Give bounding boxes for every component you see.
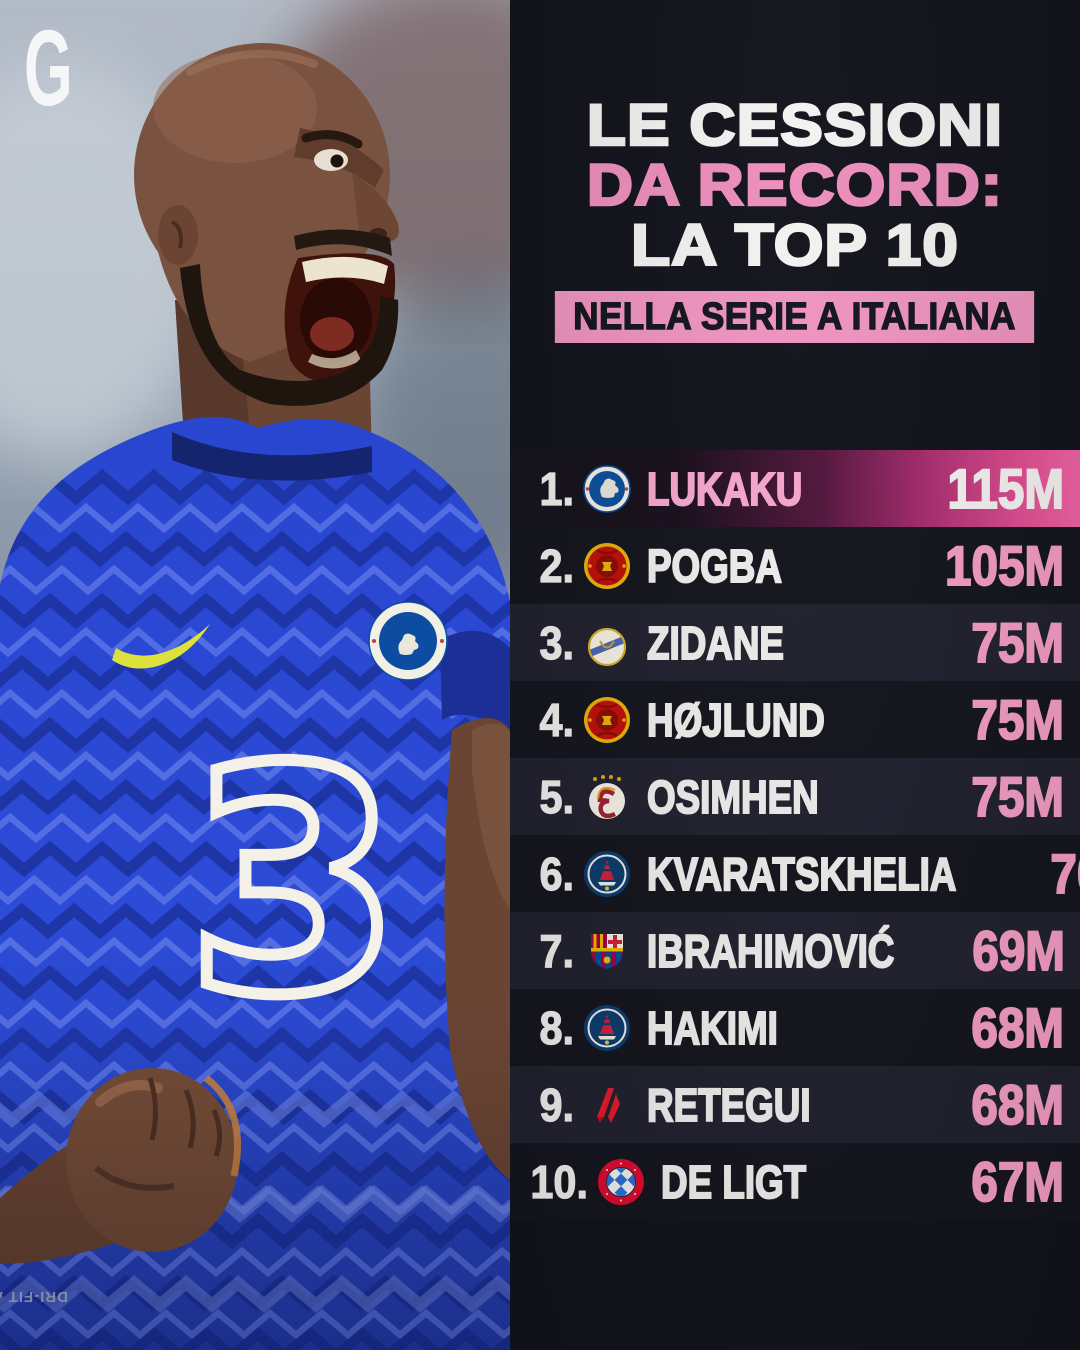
- al-qadsiah-badge: [583, 1081, 631, 1129]
- list-row: 6. KVARATSKHELIA 70M: [510, 835, 1080, 912]
- barcelona-badge: [583, 927, 631, 975]
- rank-number: 3.: [539, 616, 575, 669]
- player-name: KVARATSKHELIA: [646, 847, 957, 901]
- ranking-panel: LE CESSIONI DA RECORD: LA TOP 10 NELLA S…: [510, 0, 1080, 1350]
- player-name: OSIMHEN: [646, 770, 819, 824]
- top10-list: 1. LUKAKU 115M 2. POGBA 105M 3.: [510, 450, 1080, 1220]
- list-row: 2. POGBA 105M: [510, 527, 1080, 604]
- rank-number: 6.: [539, 847, 575, 900]
- player-name: POGBA: [646, 539, 783, 593]
- fee-value: 75M: [971, 610, 1065, 675]
- title-line-3: LA TOP 10: [630, 213, 960, 278]
- rank-number: 2.: [539, 539, 575, 592]
- title-line-1: LE CESSIONI: [585, 93, 1004, 158]
- list-row: 9. RETEGUI 68M: [510, 1066, 1080, 1143]
- player-name: IBRAHIMOVIĆ: [646, 924, 895, 978]
- chelsea-badge: [583, 464, 631, 513]
- list-row: 5. OSIMHEN 75M: [510, 758, 1080, 835]
- list-row: 4. HØJLUND 75M: [510, 681, 1080, 758]
- psg-badge: [583, 1004, 631, 1052]
- rank-number: 7.: [539, 924, 575, 977]
- rank-number: 9.: [539, 1078, 575, 1131]
- list-row: 7. IBRAHIMOVIĆ 69M: [510, 912, 1080, 989]
- player-name: ZIDANE: [646, 616, 785, 670]
- fee-value: 75M: [971, 764, 1065, 829]
- manchester-united-badge: [583, 542, 631, 590]
- player-name: LUKAKU: [646, 462, 803, 516]
- list-row: 10. DE LIGT 67M: [510, 1143, 1080, 1220]
- rank-number: 8.: [539, 1001, 575, 1054]
- rank-number: 5.: [539, 770, 575, 823]
- fee-value: 68M: [971, 1072, 1065, 1137]
- player-photo: 3: [0, 0, 510, 1350]
- fee-value: 115M: [947, 456, 1065, 521]
- player-name: HØJLUND: [646, 693, 825, 747]
- rank-number: 4.: [539, 693, 575, 746]
- player-name: HAKIMI: [646, 1001, 778, 1055]
- title-block: LE CESSIONI DA RECORD: LA TOP 10 NELLA S…: [510, 94, 1080, 343]
- title-line-2: DA RECORD:: [585, 153, 1004, 218]
- fee-value: 69M: [972, 918, 1066, 983]
- player-name: RETEGUI: [646, 1078, 811, 1132]
- fee-value: 67M: [971, 1149, 1065, 1214]
- list-row: 8. HAKIMI 68M: [510, 989, 1080, 1066]
- rank-number: 1.: [539, 462, 575, 515]
- player-name: DE LIGT: [660, 1155, 807, 1209]
- subtitle-banner: NELLA SERIE A ITALIANA: [555, 291, 1035, 343]
- fee-value: 70M: [1049, 841, 1080, 906]
- list-row: 1. LUKAKU 115M: [510, 450, 1080, 527]
- real-madrid-badge: [583, 619, 631, 667]
- psg-badge: [583, 850, 631, 898]
- manchester-united-badge: [583, 696, 631, 744]
- list-row: 3. ZIDANE 75M: [510, 604, 1080, 681]
- fee-value: 105M: [944, 533, 1065, 598]
- bayern-munich-badge: [597, 1158, 645, 1206]
- goal-logo: G: [24, 7, 73, 128]
- rank-number: 10.: [530, 1155, 589, 1208]
- player-photo-illustration: 3: [0, 0, 510, 1350]
- fee-value: 75M: [971, 687, 1065, 752]
- galatasaray-badge: [583, 773, 631, 821]
- fee-value: 68M: [971, 995, 1065, 1060]
